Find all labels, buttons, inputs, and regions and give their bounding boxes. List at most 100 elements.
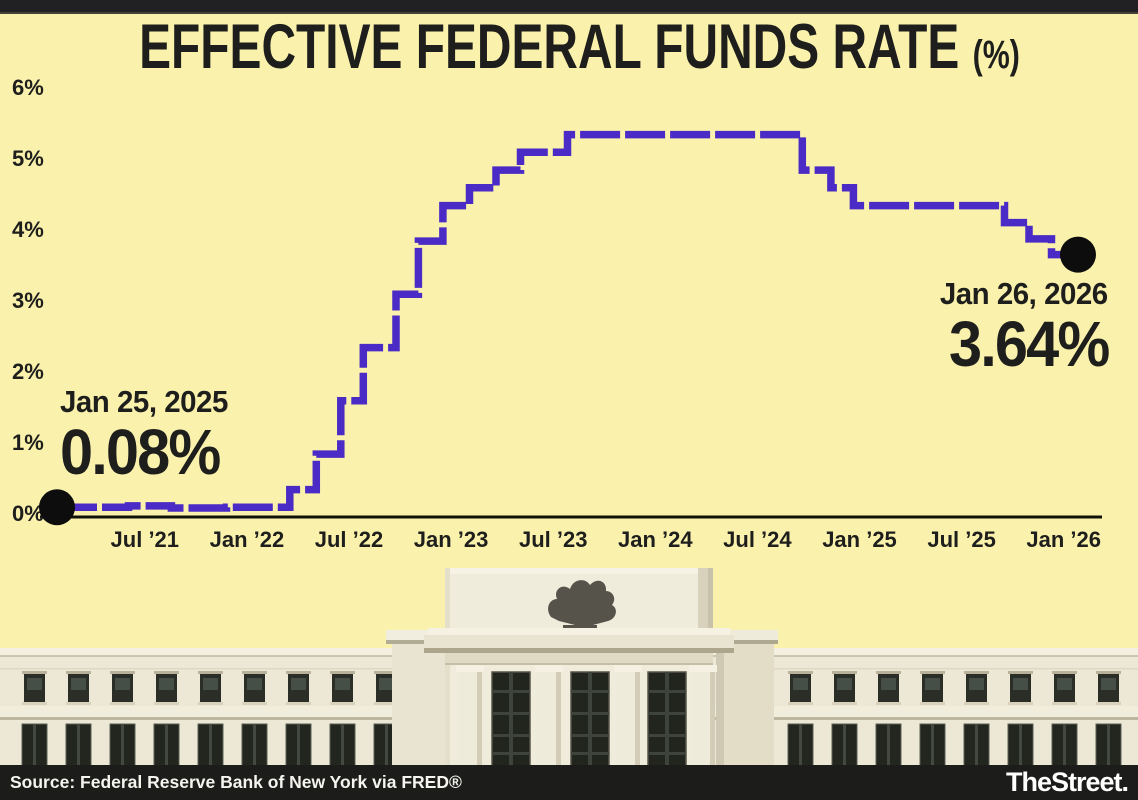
left-flank-wall <box>392 644 445 766</box>
window-transom <box>648 734 686 737</box>
y-tick-label: 5% <box>12 146 44 171</box>
window-mullion <box>931 724 934 766</box>
window-transom <box>571 752 609 755</box>
window-pane-highlight <box>969 678 984 690</box>
cornice-top <box>428 628 730 635</box>
y-tick-label: 1% <box>12 430 44 455</box>
x-tick-label: Jul ’22 <box>315 527 383 552</box>
window-mullion <box>209 724 212 766</box>
x-tick-label: Jan ’22 <box>210 527 285 552</box>
window-transom <box>492 752 530 755</box>
x-tick-label: Jul ’23 <box>519 527 587 552</box>
window-lintel <box>876 671 901 674</box>
left-flank-cornice <box>386 630 449 640</box>
pilaster-capital <box>614 665 642 672</box>
window-sill <box>1052 702 1077 705</box>
end-point-dot <box>1060 236 1096 273</box>
window-pane-highlight <box>1057 678 1072 690</box>
window-lintel <box>832 671 857 674</box>
title-text: EFFECTIVE FEDERAL FUNDS RATE (%) <box>139 14 1020 80</box>
cornice-shadow <box>424 648 734 653</box>
title-main: EFFECTIVE FEDERAL FUNDS RATE <box>139 12 960 82</box>
window-sill <box>964 702 989 705</box>
effr-chart: 0% 1% 2% 3% 4% 5% 6% Jul ’21 Jan ’22 Jul ’22 Jan ’… <box>12 75 1102 552</box>
wing-windows <box>22 671 1121 705</box>
effr-step-line <box>57 130 1078 512</box>
eagle-silhouette <box>548 580 616 630</box>
start-date-label: Jan 25, 2025 <box>60 384 228 419</box>
pilaster-shadow <box>477 665 482 766</box>
y-tick-label: 0% <box>12 501 44 526</box>
window-lintel <box>330 671 355 674</box>
window-lintel <box>286 671 311 674</box>
window-pane-highlight <box>27 678 42 690</box>
window-transom <box>648 690 686 693</box>
source-credit: Source: Federal Reserve Bank of New York… <box>10 772 462 792</box>
x-tick-label: Jan ’24 <box>618 527 693 552</box>
window-sill <box>22 702 47 705</box>
window-mullion <box>297 724 300 766</box>
right-flank-wall <box>716 644 774 766</box>
window-mullion <box>887 724 890 766</box>
top-bar <box>0 0 1138 14</box>
window-pane-highlight <box>335 678 350 690</box>
window-sill <box>242 702 267 705</box>
y-tick-label: 4% <box>12 217 44 242</box>
window-transom <box>571 690 609 693</box>
page-title: EFFECTIVE FEDERAL FUNDS RATE (%) <box>0 14 1138 80</box>
window-lintel <box>788 671 813 674</box>
annotation-end: Jan 26, 2026 3.64% <box>931 276 1110 377</box>
x-tick-label: Jul ’25 <box>927 527 995 552</box>
window-sill <box>198 702 223 705</box>
window-mullion <box>341 724 344 766</box>
window-mullion <box>843 724 846 766</box>
x-tick-label: Jul ’21 <box>111 527 179 552</box>
window-mullion <box>665 672 669 766</box>
window-pane-highlight <box>793 678 808 690</box>
window-lintel <box>1008 671 1033 674</box>
window-pane-highlight <box>115 678 130 690</box>
window-lintel <box>66 671 91 674</box>
cornice-band <box>424 635 734 648</box>
window-mullion <box>33 724 36 766</box>
window-mullion <box>588 672 592 766</box>
left-flank-cornice-shadow <box>386 640 449 644</box>
window-lintel <box>1096 671 1121 674</box>
pilaster-capital <box>456 665 484 672</box>
window-transom <box>492 712 530 715</box>
window-mullion <box>165 724 168 766</box>
window-sill <box>154 702 179 705</box>
window-pane-highlight <box>203 678 218 690</box>
window-sill <box>788 702 813 705</box>
window-transom <box>492 734 530 737</box>
window-lintel <box>1052 671 1077 674</box>
center-tall-windows <box>491 671 687 766</box>
center-pavilion <box>424 568 734 766</box>
window-lintel <box>374 671 399 674</box>
pilaster-shadow <box>710 665 715 766</box>
window-sill <box>66 702 91 705</box>
x-tick-label: Jan ’23 <box>414 527 489 552</box>
end-date-label: Jan 26, 2026 <box>940 276 1108 311</box>
start-point-dot <box>39 489 75 526</box>
window-lintel <box>154 671 179 674</box>
title-unit: (%) <box>972 33 1020 77</box>
window-mullion <box>1019 724 1022 766</box>
window-mullion <box>1107 724 1110 766</box>
window-pane-highlight <box>291 678 306 690</box>
window-pane-highlight <box>379 678 394 690</box>
window-lintel <box>242 671 267 674</box>
window-mullion <box>799 724 802 766</box>
window-transom <box>571 734 609 737</box>
window-sill <box>1008 702 1033 705</box>
window-sill <box>1096 702 1121 705</box>
window-mullion <box>77 724 80 766</box>
pilaster-capital <box>535 665 563 672</box>
window-lintel <box>920 671 945 674</box>
window-transom <box>492 690 530 693</box>
wing-windows-lower <box>21 723 1122 766</box>
window-sill <box>876 702 901 705</box>
start-value-label: 0.08% <box>60 415 221 488</box>
x-tick-label: Jan ’26 <box>1026 527 1101 552</box>
